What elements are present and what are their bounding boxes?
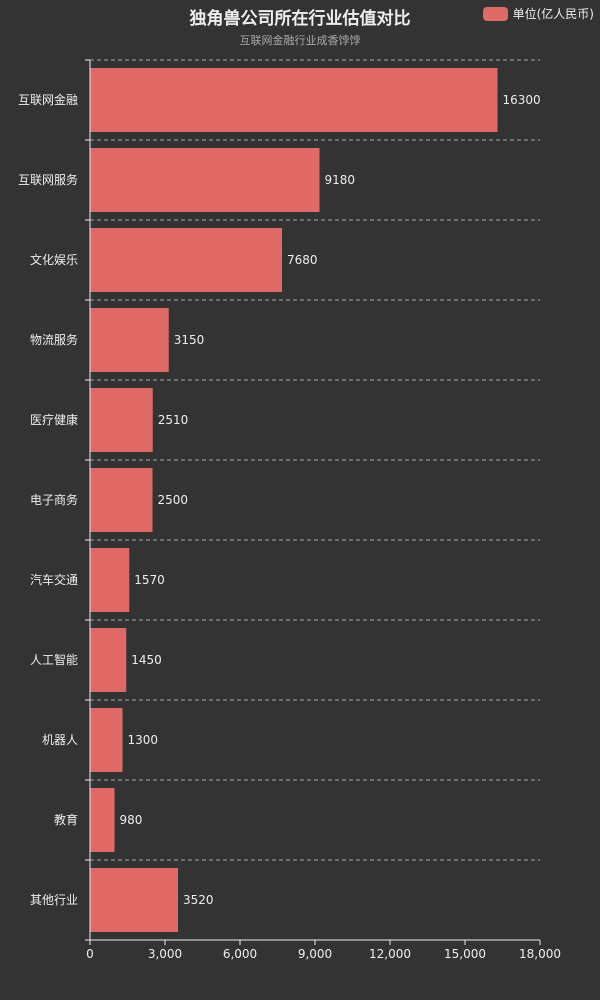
x-tick-label: 3,000 <box>148 947 182 961</box>
bar <box>90 68 498 132</box>
category-label: 教育 <box>54 812 78 827</box>
bar-value-label: 980 <box>120 813 143 827</box>
category-label: 汽车交通 <box>30 572 78 587</box>
x-tick-label: 18,000 <box>519 947 561 961</box>
category-label: 电子商务 <box>30 492 78 507</box>
category-label: 互联网金融 <box>18 92 78 107</box>
bar-value-label: 2510 <box>158 413 189 427</box>
x-tick-label: 15,000 <box>444 947 486 961</box>
x-tick-label: 0 <box>86 947 94 961</box>
bar <box>90 868 178 932</box>
x-tick-label: 9,000 <box>298 947 332 961</box>
category-label: 物流服务 <box>30 332 78 347</box>
x-tick-label: 6,000 <box>223 947 257 961</box>
chart-title: 独角兽公司所在行业估值对比 <box>189 9 411 29</box>
category-label: 机器人 <box>42 733 78 747</box>
category-label: 人工智能 <box>30 652 78 667</box>
bar <box>90 388 153 452</box>
bar <box>90 308 169 372</box>
bar <box>90 708 123 772</box>
chart-subtitle: 互联网金融行业成香饽饽 <box>239 34 361 47</box>
legend[interactable]: 单位(亿人民币) <box>482 5 594 22</box>
bar-value-label: 3520 <box>183 893 214 907</box>
bar-value-label: 1300 <box>128 733 159 747</box>
x-tick-label: 12,000 <box>369 947 411 961</box>
bar <box>90 548 130 612</box>
category-label: 互联网服务 <box>18 172 78 187</box>
bar <box>90 228 282 292</box>
bar-value-label: 3150 <box>174 333 205 347</box>
bar-value-label: 1570 <box>134 573 165 587</box>
bar <box>90 148 320 212</box>
bar <box>90 788 115 852</box>
category-label: 其他行业 <box>30 893 78 907</box>
bar <box>90 628 127 692</box>
bar <box>90 468 153 532</box>
bar-value-label: 9180 <box>325 173 356 187</box>
bar-value-label: 2500 <box>158 493 189 507</box>
legend-label: 单位(亿人民币) <box>512 7 594 21</box>
bar-value-label: 1450 <box>131 653 162 667</box>
bar-value-label: 7680 <box>287 253 318 267</box>
category-label: 文化娱乐 <box>30 252 78 267</box>
legend-swatch <box>482 6 508 21</box>
bar-value-label: 16300 <box>503 93 541 107</box>
category-label: 医疗健康 <box>30 412 78 427</box>
